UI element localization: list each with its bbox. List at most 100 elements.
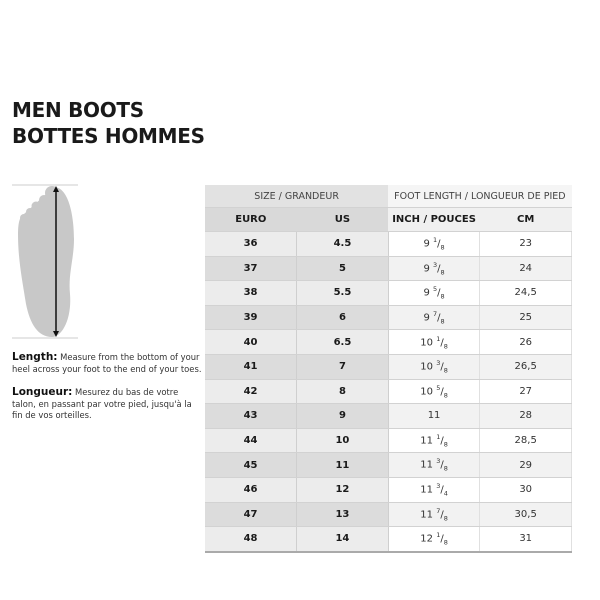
column-header-cm: CM bbox=[479, 207, 572, 232]
inch-length: 10 3/8 bbox=[388, 354, 481, 380]
inch-length: 11 3/4 bbox=[388, 477, 481, 503]
inch-length: 9 1/8 bbox=[388, 231, 481, 257]
length-instruction: Length: Measure from the bottom of your … bbox=[12, 351, 202, 375]
inch-whole: 11 bbox=[420, 484, 433, 496]
cm-length: 24 bbox=[479, 256, 572, 282]
us-size: 8 bbox=[296, 379, 389, 405]
inch-length: 12 1/8 bbox=[388, 526, 481, 553]
table-row: 41 7 10 3/8 26,5 bbox=[205, 354, 572, 380]
cm-length: 28,5 bbox=[479, 428, 572, 454]
table-row: 48 14 12 1/8 31 bbox=[205, 526, 572, 553]
inch-whole: 11 bbox=[420, 508, 433, 520]
inch-denominator: 4 bbox=[443, 489, 448, 498]
inch-numerator: 7 bbox=[436, 506, 441, 515]
title-english: MEN BOOTS bbox=[12, 98, 144, 122]
inch-denominator: 8 bbox=[443, 464, 448, 473]
inch-whole: 9 bbox=[423, 312, 430, 324]
cm-length: 24,5 bbox=[479, 280, 572, 306]
inch-length: 9 7/8 bbox=[388, 305, 481, 331]
table-row: 39 6 9 7/8 25 bbox=[205, 305, 572, 331]
cm-length: 28 bbox=[479, 403, 572, 429]
column-header-inch: INCH / POUCES bbox=[388, 207, 480, 232]
cm-length: 27 bbox=[479, 379, 572, 405]
table-row: 40 6.5 10 1/8 26 bbox=[205, 329, 572, 355]
inch-numerator: 5 bbox=[436, 383, 441, 392]
euro-size: 38 bbox=[205, 280, 298, 306]
us-size: 11 bbox=[296, 452, 389, 478]
inch-length: 10 5/8 bbox=[388, 379, 481, 405]
us-size: 13 bbox=[296, 502, 389, 528]
euro-size: 41 bbox=[205, 354, 298, 380]
table-row: 42 8 10 5/8 27 bbox=[205, 379, 572, 405]
inch-length: 11 3/8 bbox=[388, 452, 481, 478]
inch-numerator: 1 bbox=[433, 236, 438, 245]
inch-whole: 9 bbox=[423, 263, 430, 275]
inch-whole: 11 bbox=[420, 435, 433, 447]
us-size: 9 bbox=[296, 403, 389, 429]
inch-numerator: 1 bbox=[436, 432, 441, 441]
euro-size: 42 bbox=[205, 379, 298, 405]
longueur-text: Mesurez du bas de votre talon, en passan… bbox=[12, 387, 192, 420]
inch-whole: 10 bbox=[420, 386, 433, 398]
column-header-us: US bbox=[296, 207, 389, 232]
table-row: 46 12 11 3/4 30 bbox=[205, 477, 572, 503]
inch-whole: 11 bbox=[427, 410, 441, 422]
euro-size: 37 bbox=[205, 256, 298, 282]
inch-denominator: 8 bbox=[443, 513, 448, 522]
inch-denominator: 8 bbox=[440, 317, 445, 326]
us-size: 6 bbox=[296, 305, 389, 331]
cm-length: 30,5 bbox=[479, 502, 572, 528]
inch-whole: 9 bbox=[423, 287, 430, 299]
inch-whole: 12 bbox=[420, 533, 433, 545]
euro-size: 40 bbox=[205, 329, 298, 355]
inch-denominator: 8 bbox=[443, 440, 448, 449]
inch-length: 9 3/8 bbox=[388, 256, 481, 282]
us-size: 14 bbox=[296, 526, 389, 553]
longueur-instruction: Longueur: Mesurez du bas de votre talon,… bbox=[12, 386, 202, 422]
inch-denominator: 8 bbox=[443, 341, 448, 350]
inch-denominator: 8 bbox=[440, 243, 445, 252]
table-row: 47 13 11 7/8 30,5 bbox=[205, 502, 572, 528]
euro-size: 45 bbox=[205, 452, 298, 478]
inch-numerator: 3 bbox=[436, 359, 441, 368]
us-size: 10 bbox=[296, 428, 389, 454]
us-size: 7 bbox=[296, 354, 389, 380]
longueur-label: Longueur: bbox=[12, 386, 73, 398]
inch-numerator: 3 bbox=[436, 457, 441, 466]
inch-denominator: 8 bbox=[443, 366, 448, 375]
size-chart-table: SIZE / GRANDEUR FOOT LENGTH / LONGUEUR D… bbox=[205, 185, 572, 553]
table-row: 43 9 11 28 bbox=[205, 403, 572, 429]
foot-diagram-icon bbox=[12, 184, 78, 339]
group-header-size: SIZE / GRANDEUR bbox=[205, 185, 389, 208]
length-text: Measure from the bottom of your heel acr… bbox=[12, 352, 202, 374]
inch-length: 11 7/8 bbox=[388, 502, 481, 528]
cm-length: 26 bbox=[479, 329, 572, 355]
cm-length: 29 bbox=[479, 452, 572, 478]
inch-denominator: 8 bbox=[440, 268, 445, 277]
cm-length: 26,5 bbox=[479, 354, 572, 380]
inch-denominator: 8 bbox=[443, 391, 448, 400]
inch-length: 11 bbox=[388, 403, 481, 429]
inch-whole: 10 bbox=[420, 336, 433, 348]
inch-numerator: 3 bbox=[436, 482, 441, 491]
cm-length: 25 bbox=[479, 305, 572, 331]
inch-length: 10 1/8 bbox=[388, 329, 481, 355]
inch-numerator: 1 bbox=[436, 531, 441, 540]
euro-size: 44 bbox=[205, 428, 298, 454]
length-label: Length: bbox=[12, 351, 58, 363]
inch-length: 11 1/8 bbox=[388, 428, 481, 454]
euro-size: 48 bbox=[205, 526, 298, 553]
inch-numerator: 7 bbox=[433, 309, 438, 318]
us-size: 6.5 bbox=[296, 329, 389, 355]
inch-numerator: 5 bbox=[433, 285, 438, 294]
cm-length: 23 bbox=[479, 231, 572, 257]
inch-numerator: 3 bbox=[433, 260, 438, 269]
us-size: 12 bbox=[296, 477, 389, 503]
group-header-foot-length: FOOT LENGTH / LONGUEUR DE PIED bbox=[388, 185, 572, 208]
inch-denominator: 8 bbox=[440, 292, 445, 301]
inch-denominator: 8 bbox=[443, 538, 448, 547]
us-size: 5 bbox=[296, 256, 389, 282]
inch-whole: 9 bbox=[423, 238, 430, 250]
cm-length: 31 bbox=[479, 526, 572, 553]
us-size: 4.5 bbox=[296, 231, 389, 257]
